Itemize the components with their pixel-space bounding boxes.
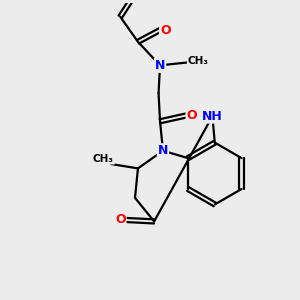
Text: NH: NH bbox=[202, 110, 223, 123]
Text: O: O bbox=[160, 23, 171, 37]
Text: CH₃: CH₃ bbox=[93, 154, 114, 164]
Text: O: O bbox=[187, 109, 197, 122]
Text: O: O bbox=[115, 213, 126, 226]
Text: CH₃: CH₃ bbox=[188, 56, 209, 66]
Text: N: N bbox=[155, 59, 165, 72]
Text: N: N bbox=[158, 144, 168, 157]
